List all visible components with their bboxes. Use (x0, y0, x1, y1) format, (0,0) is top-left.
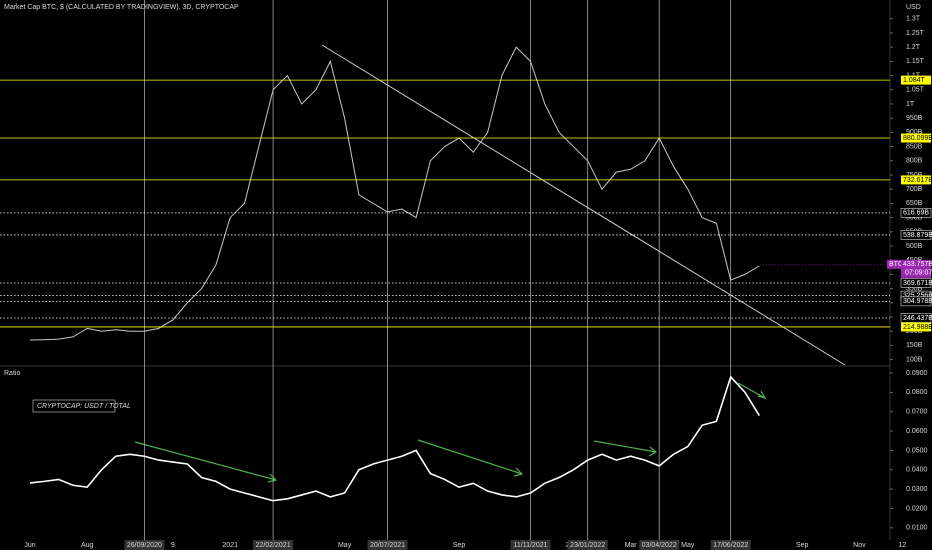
last-value-box (901, 259, 931, 278)
y-tick-label: 150B (906, 342, 923, 349)
x-tick-label: May (681, 542, 695, 549)
x-tick-label: 9 (171, 542, 175, 549)
level-label: 880.099B (903, 135, 932, 142)
x-tick-label: 22/02/2021 (256, 542, 291, 549)
x-tick-label: 03/04/2022 (642, 542, 677, 549)
date-box (124, 540, 165, 550)
y-tick-label: 950B (906, 115, 923, 122)
level-box (900, 296, 932, 307)
y-tick-label: 1.25T (906, 30, 925, 37)
date-box (510, 540, 551, 550)
y-tick-label: 350B (906, 285, 923, 292)
last-name-box (887, 259, 901, 269)
axis-unit: USD (906, 4, 921, 11)
date-box (639, 540, 680, 550)
level-box (901, 322, 931, 332)
series-line (29, 46, 760, 341)
y-tick-label: 0.0300 (906, 486, 928, 493)
y-tick-label: 1.15T (906, 58, 925, 65)
level-label: 616.69B (903, 210, 929, 217)
x-tick-label: 26/09/2020 (127, 542, 162, 549)
y-tick-label: 100B (906, 356, 923, 363)
y-tick-label: 1.2T (906, 44, 921, 51)
y-tick-label: 0.0800 (906, 389, 928, 396)
x-tick-label: Jun (24, 542, 35, 549)
level-box (900, 278, 932, 288)
pane-title: Ratio (4, 370, 20, 377)
date-box (710, 540, 751, 550)
y-tick-label: 0.0100 (906, 525, 928, 532)
countdown: 07:09:07 (905, 270, 932, 277)
x-tick-label: Aug (81, 542, 94, 549)
level-box (901, 175, 931, 185)
x-tick-label: 11/11/2021 (514, 542, 548, 549)
x-tick-label: Sep (796, 542, 809, 549)
x-tick-label: 2021 (222, 542, 238, 549)
level-label: 304.978B (903, 298, 932, 305)
y-tick-label: 850B (906, 143, 923, 150)
y-tick-label: 700B (906, 186, 923, 193)
x-tick-label: 20/07/2021 (370, 542, 405, 549)
y-tick-label: 1.3T (906, 16, 921, 23)
last-name: BTC (889, 261, 903, 268)
date-box (367, 540, 408, 550)
y-tick-label: 600B (906, 214, 923, 221)
level-box (901, 75, 931, 85)
y-tick-label: 0.0500 (906, 447, 928, 454)
legend-label: CRYPTOCAP: USDT / TOTAL (37, 403, 131, 410)
y-tick-label: 0.0700 (906, 409, 928, 416)
date-box (253, 540, 294, 550)
last-value: 433.757B (903, 261, 932, 268)
y-tick-label: 800B (906, 158, 923, 165)
legend-box (32, 399, 116, 413)
y-tick-label: 0.0400 (906, 467, 928, 474)
x-tick-label: May (338, 542, 352, 549)
series-line (29, 375, 760, 502)
level-label: 325.256B (903, 292, 932, 299)
x-tick-label: 23/01/2022 (570, 542, 605, 549)
level-label: 246.437B (903, 315, 932, 322)
level-label: 1.084T (903, 77, 926, 84)
level-label: 369.671B (903, 280, 932, 287)
y-tick-label: 0.0600 (906, 428, 928, 435)
y-tick-label: 200B (906, 328, 923, 335)
x-tick-label: 12 (898, 542, 906, 549)
level-box (900, 208, 932, 218)
trend-line (321, 44, 846, 366)
date-box (567, 540, 608, 550)
x-tick-label: 17/06/2022 (713, 542, 748, 549)
y-tick-label: 500B (906, 243, 923, 250)
level-box (900, 230, 932, 240)
y-tick-label: 650B (906, 200, 923, 207)
divergence-arrows (134, 382, 767, 483)
x-tick-label: Sep (453, 542, 466, 549)
level-box (901, 133, 931, 143)
y-tick-label: 1.05T (906, 87, 925, 94)
y-tick-label: 1T (906, 101, 915, 108)
y-tick-label: 900B (906, 129, 923, 136)
level-label: 732.617B (903, 177, 932, 184)
level-label: 538.879B (903, 232, 932, 239)
y-tick-label: 0.0200 (906, 505, 928, 512)
y-tick-label: 0.0900 (906, 370, 928, 377)
chart-title: Market Cap BTC, $ (CALCULATED BY TRADING… (4, 4, 239, 11)
level-label: 214.988B (903, 324, 932, 331)
x-tick-label: Nov (853, 542, 866, 549)
x-tick-label: Mar (625, 542, 638, 549)
y-tick-label: 750B (906, 172, 923, 179)
